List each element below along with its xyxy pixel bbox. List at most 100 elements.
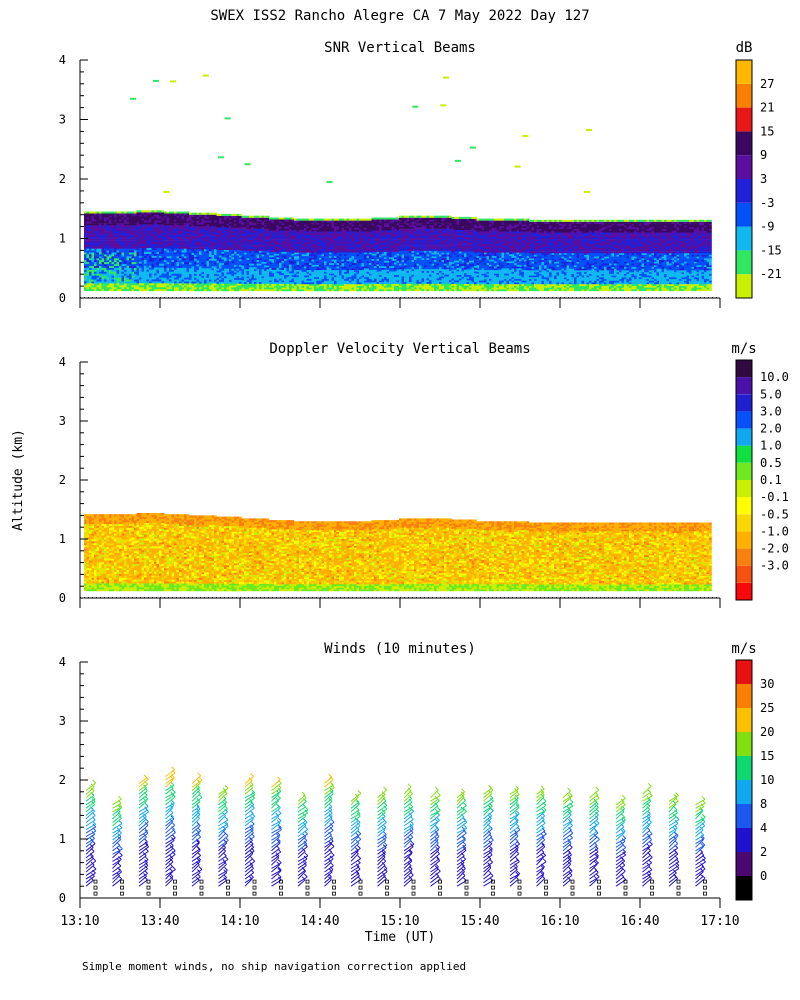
heatmap-cell <box>356 261 360 264</box>
heatmap-cell <box>161 222 165 225</box>
heatmap-cell <box>296 224 300 227</box>
heatmap-cell <box>189 220 192 223</box>
heatmap-cell <box>124 234 127 237</box>
heatmap-cell <box>364 275 367 278</box>
heatmap-cell <box>294 268 297 271</box>
heatmap-cell <box>329 222 332 225</box>
heatmap-cell <box>244 234 247 237</box>
heatmap-cell <box>84 261 87 265</box>
heatmap-cell <box>246 226 250 229</box>
heatmap-cell <box>124 279 127 282</box>
heatmap-cell <box>114 230 117 234</box>
heatmap-cell <box>309 240 312 243</box>
heatmap-cell <box>169 258 172 261</box>
heatmap-cell <box>256 265 260 268</box>
heatmap-cell <box>281 278 285 281</box>
heatmap-cell <box>171 225 175 228</box>
heatmap-cell <box>294 254 297 257</box>
heatmap-cell <box>246 236 250 239</box>
heatmap-cell <box>191 252 195 255</box>
heatmap-cell <box>156 269 160 272</box>
heatmap-cell <box>156 251 160 254</box>
heatmap-cell <box>341 238 345 241</box>
heatmap-cell <box>101 265 105 268</box>
heatmap-cell <box>339 218 342 221</box>
heatmap-cell <box>289 283 292 286</box>
heatmap-cell <box>301 229 305 232</box>
heatmap-cell <box>341 248 345 251</box>
heatmap-cell <box>234 275 237 279</box>
heatmap-cell <box>346 224 350 227</box>
heatmap-cell <box>269 278 272 281</box>
heatmap-cell <box>379 274 382 277</box>
heatmap-cell <box>89 261 92 265</box>
heatmap-cell <box>106 217 110 220</box>
heatmap-cell <box>104 215 107 218</box>
heatmap-cell <box>349 271 352 274</box>
heatmap-cell <box>361 275 365 278</box>
heatmap-cell <box>299 282 302 285</box>
heatmap-cell <box>306 280 310 283</box>
heatmap-cell <box>141 286 145 290</box>
heatmap-cell <box>149 212 152 215</box>
heatmap-cell <box>224 262 227 265</box>
heatmap-cell <box>109 273 112 276</box>
heatmap-cell <box>86 238 90 241</box>
heatmap-cell <box>226 270 230 273</box>
heatmap-cell <box>166 279 170 282</box>
heatmap-cell <box>119 277 122 280</box>
heatmap-cell <box>106 271 110 274</box>
heatmap-cell <box>351 283 355 286</box>
heatmap-cell <box>129 240 132 243</box>
heatmap-cell <box>209 241 212 244</box>
heatmap-cell <box>301 252 305 255</box>
heatmap-cell <box>199 271 202 274</box>
heatmap-cell <box>231 251 235 254</box>
heatmap-cell <box>124 236 127 239</box>
heatmap-cell <box>129 279 132 282</box>
heatmap-cell <box>301 285 305 288</box>
heatmap-cell <box>99 225 102 228</box>
heatmap-cell <box>174 248 177 251</box>
heatmap-cell <box>189 229 192 233</box>
heatmap-cell <box>186 283 190 286</box>
heatmap-cell <box>311 289 315 292</box>
heatmap-cell <box>169 240 172 243</box>
heatmap-cell <box>114 221 117 224</box>
heatmap-cell <box>146 277 150 280</box>
heatmap-cell <box>264 230 267 233</box>
heatmap-cell <box>366 245 370 248</box>
heatmap-cell <box>281 248 285 251</box>
heatmap-cell <box>346 268 350 271</box>
heatmap-cell <box>219 251 222 254</box>
heatmap-cell <box>116 215 120 218</box>
heatmap-cell <box>224 223 227 226</box>
heatmap-cell <box>169 238 172 241</box>
heatmap-cell <box>314 276 317 279</box>
heatmap-cell <box>146 261 150 264</box>
heatmap-cell <box>156 273 160 276</box>
heatmap-cell <box>361 222 365 225</box>
heatmap-cell <box>379 233 382 236</box>
heatmap-cell <box>144 283 147 286</box>
heatmap-cell <box>121 242 125 245</box>
heatmap-cell <box>364 232 367 235</box>
heatmap-cell <box>179 265 182 268</box>
heatmap-cell <box>141 261 145 264</box>
heatmap-cell <box>289 276 292 279</box>
heatmap-cell <box>284 233 287 236</box>
heatmap-cell <box>214 218 217 221</box>
heatmap-cell <box>244 245 247 248</box>
heatmap-cell <box>124 265 127 268</box>
heatmap-cell <box>349 285 352 288</box>
heatmap-cell <box>86 283 90 286</box>
heatmap-cell <box>261 236 265 239</box>
heatmap-cell <box>266 236 270 239</box>
heatmap-cell <box>344 245 347 248</box>
heatmap-cell <box>251 285 255 288</box>
heatmap-cell <box>181 258 185 261</box>
heatmap-cell <box>216 219 220 222</box>
heatmap-cell <box>314 238 317 241</box>
heatmap-cell <box>254 215 257 218</box>
heatmap-cell <box>356 247 360 250</box>
